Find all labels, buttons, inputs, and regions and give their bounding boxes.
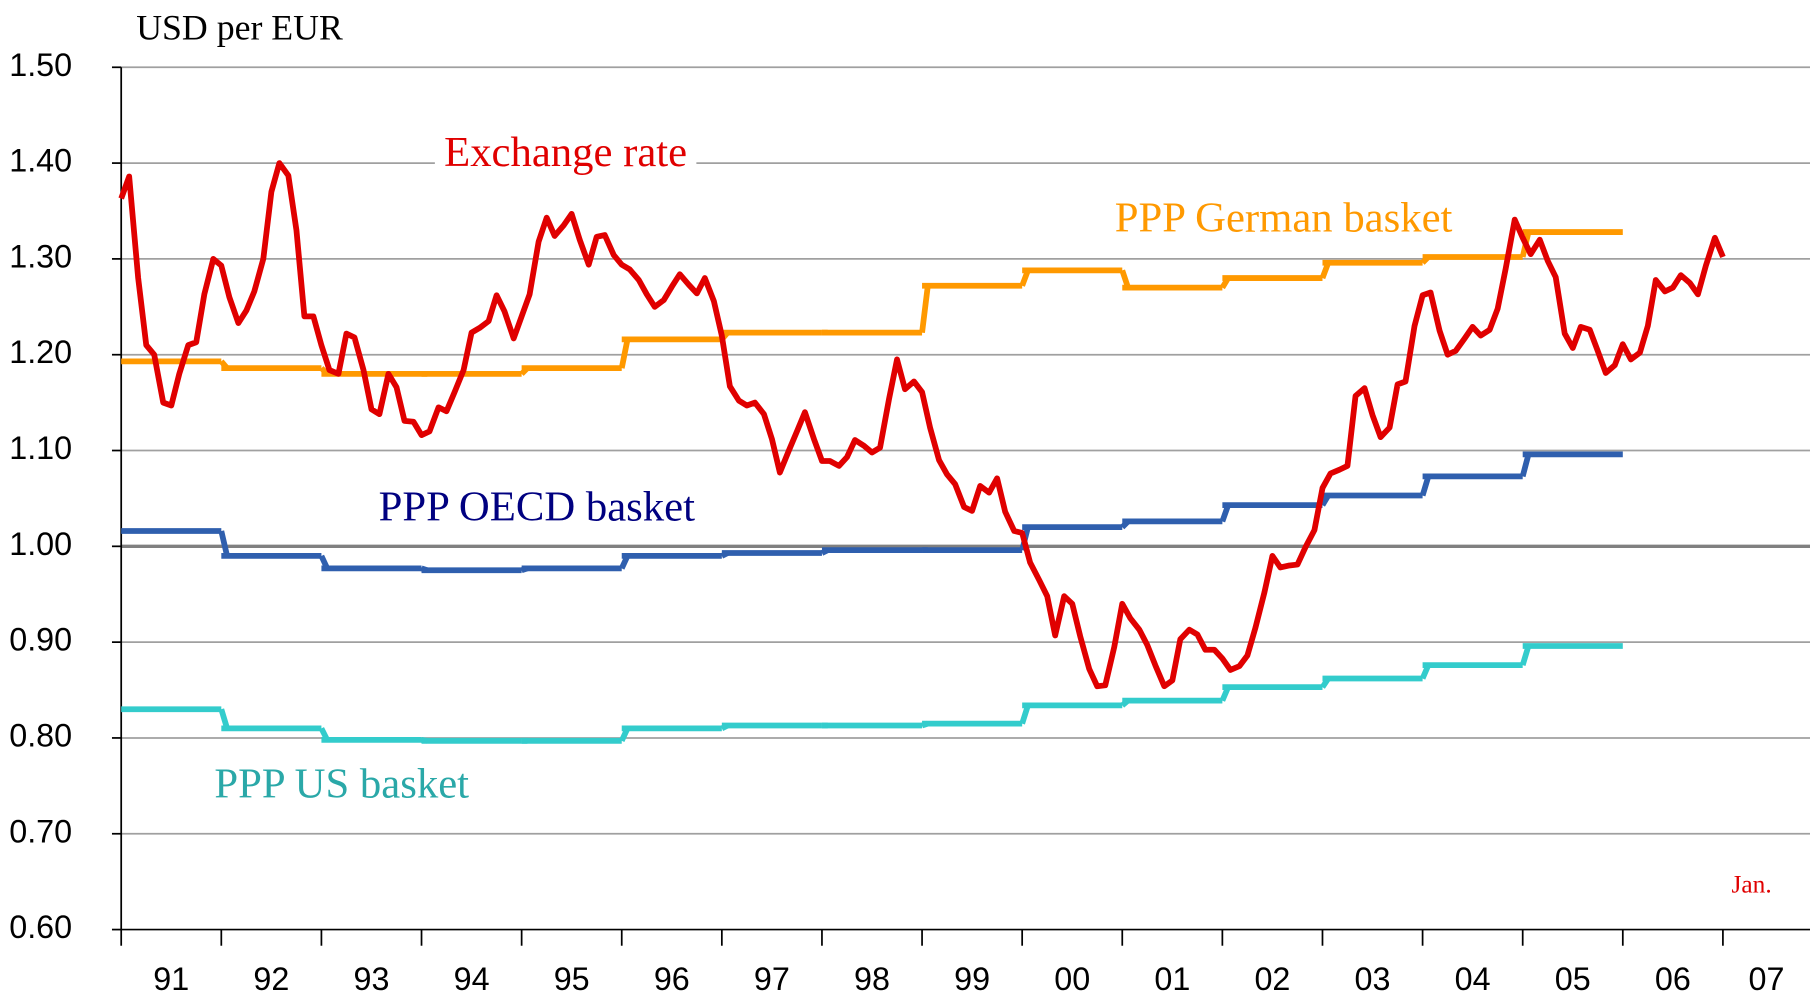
y-tick-label: 0.80: [9, 717, 72, 753]
series-label: PPP OECD basket: [379, 483, 695, 530]
x-tick-label: 05: [1555, 961, 1591, 997]
y-tick-label: 0.70: [9, 813, 72, 849]
x-tick-label: 01: [1154, 961, 1190, 997]
y-axis-label: USD per EUR: [136, 8, 343, 48]
series-label: PPP US basket: [214, 760, 469, 807]
grid: [121, 66, 1810, 835]
series-line: [118, 160, 1726, 690]
x-tick-label: 96: [654, 961, 690, 997]
step-connector: [219, 231, 1532, 377]
x-tick-label: 04: [1455, 961, 1491, 997]
x-tick-label: 06: [1655, 961, 1691, 997]
x-tick-label: 97: [754, 961, 790, 997]
y-tick-label: 1.50: [9, 47, 72, 83]
x-tick-label: 92: [253, 961, 289, 997]
x-tick-label: 07: [1748, 961, 1784, 997]
label-background: [369, 487, 705, 526]
y-tick-label: 1.20: [9, 334, 72, 370]
y-tick-label: 1.10: [9, 430, 72, 466]
annotation: Jan.: [1732, 871, 1772, 899]
x-tick-label: 99: [954, 961, 990, 997]
step-connector: [218, 645, 1532, 744]
x-tick-label: 95: [554, 961, 590, 997]
series-label: Exchange rate: [444, 129, 687, 176]
label-background: [434, 133, 697, 172]
y-tick-label: 1.40: [9, 143, 72, 179]
x-tick-label: 93: [353, 961, 389, 997]
x-tick-label: 91: [153, 961, 189, 997]
y-tick-label: 1.00: [9, 526, 72, 562]
step-connector: [218, 453, 1532, 574]
x-tick-label: 02: [1254, 961, 1290, 997]
label-background: [205, 764, 479, 803]
label-background: [1105, 199, 1462, 238]
x-tick-label: 00: [1054, 961, 1090, 997]
x-tick-label: 94: [454, 961, 490, 997]
y-tick-label: 1.30: [9, 238, 72, 274]
x-tick-label: 03: [1355, 961, 1391, 997]
y-tick-label: 0.90: [9, 622, 72, 658]
x-tick-label: 98: [854, 961, 890, 997]
y-tick-label: 0.60: [9, 909, 72, 945]
series-label: PPP German basket: [1115, 195, 1453, 242]
